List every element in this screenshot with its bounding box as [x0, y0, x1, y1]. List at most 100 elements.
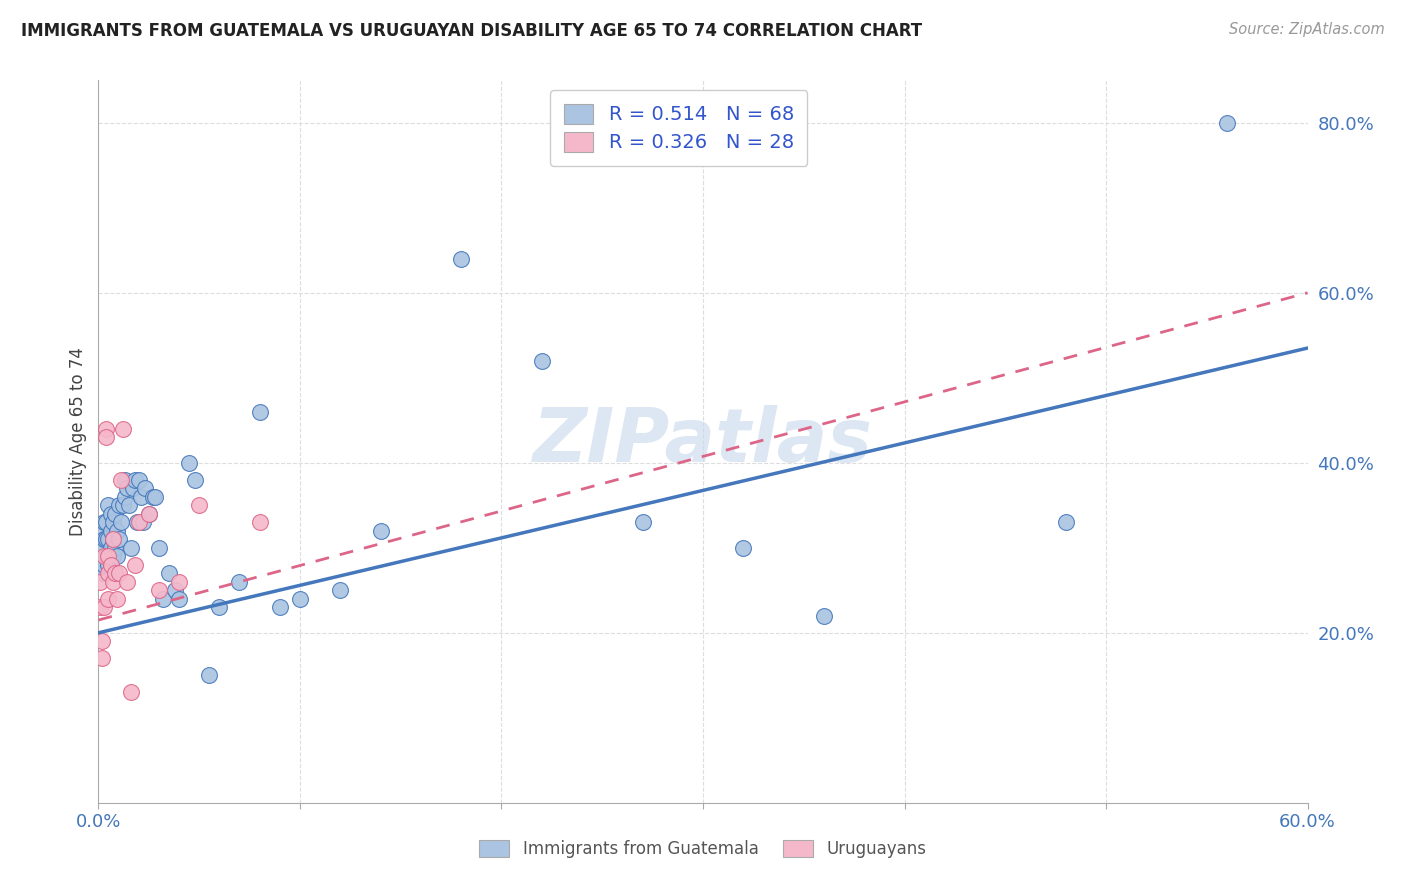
Point	[124, 558, 146, 572]
Point	[329, 583, 352, 598]
Point	[114, 490, 136, 504]
Point	[1054, 516, 1077, 530]
Point	[128, 473, 150, 487]
Point	[96, 422, 118, 436]
Point	[179, 456, 201, 470]
Point	[138, 507, 160, 521]
Point	[93, 558, 115, 572]
Point	[101, 516, 124, 530]
Point	[93, 541, 115, 555]
Legend: Immigrants from Guatemala, Uruguayans: Immigrants from Guatemala, Uruguayans	[471, 832, 935, 867]
Point	[97, 498, 120, 512]
Point	[91, 524, 114, 538]
Point	[115, 481, 138, 495]
Point	[813, 608, 835, 623]
Point	[100, 524, 122, 538]
Point	[103, 566, 125, 581]
Point	[91, 634, 114, 648]
Point	[110, 516, 132, 530]
Point	[125, 516, 148, 530]
Point	[132, 516, 155, 530]
Point	[269, 600, 291, 615]
Point	[93, 516, 115, 530]
Point	[733, 541, 755, 555]
Point	[631, 516, 654, 530]
Point	[89, 541, 111, 555]
Point	[249, 405, 271, 419]
Point	[91, 651, 114, 665]
Point	[134, 481, 156, 495]
Point	[157, 566, 180, 581]
Point	[129, 490, 152, 504]
Point	[89, 574, 111, 589]
Point	[120, 685, 142, 699]
Point	[101, 574, 124, 589]
Point	[138, 507, 160, 521]
Point	[184, 473, 207, 487]
Point	[100, 541, 122, 555]
Y-axis label: Disability Age 65 to 74: Disability Age 65 to 74	[69, 347, 87, 536]
Point	[450, 252, 472, 266]
Point	[167, 574, 190, 589]
Point	[97, 549, 120, 564]
Point	[101, 549, 124, 564]
Point	[120, 541, 142, 555]
Point	[121, 481, 143, 495]
Point	[152, 591, 174, 606]
Point	[105, 524, 128, 538]
Point	[96, 549, 118, 564]
Point	[111, 498, 134, 512]
Point	[188, 498, 211, 512]
Point	[115, 574, 138, 589]
Text: Source: ZipAtlas.com: Source: ZipAtlas.com	[1229, 22, 1385, 37]
Point	[148, 583, 170, 598]
Point	[228, 574, 250, 589]
Point	[208, 600, 231, 615]
Point	[1216, 116, 1239, 130]
Point	[111, 422, 134, 436]
Point	[103, 541, 125, 555]
Point	[103, 507, 125, 521]
Point	[100, 507, 122, 521]
Point	[96, 533, 118, 547]
Point	[249, 516, 271, 530]
Point	[128, 516, 150, 530]
Point	[105, 591, 128, 606]
Point	[105, 549, 128, 564]
Point	[530, 353, 553, 368]
Point	[89, 558, 111, 572]
Point	[89, 600, 111, 615]
Point	[143, 490, 166, 504]
Point	[96, 516, 118, 530]
Point	[93, 533, 115, 547]
Point	[97, 549, 120, 564]
Point	[110, 473, 132, 487]
Point	[101, 533, 124, 547]
Point	[93, 600, 115, 615]
Point	[142, 490, 165, 504]
Point	[91, 566, 114, 581]
Point	[107, 498, 129, 512]
Point	[198, 668, 221, 682]
Text: IMMIGRANTS FROM GUATEMALA VS URUGUAYAN DISABILITY AGE 65 TO 74 CORRELATION CHART: IMMIGRANTS FROM GUATEMALA VS URUGUAYAN D…	[21, 22, 922, 40]
Point	[100, 558, 122, 572]
Point	[91, 541, 114, 555]
Point	[100, 558, 122, 572]
Point	[97, 558, 120, 572]
Point	[97, 591, 120, 606]
Point	[114, 473, 136, 487]
Point	[124, 473, 146, 487]
Point	[288, 591, 311, 606]
Point	[101, 533, 124, 547]
Point	[107, 533, 129, 547]
Point	[107, 566, 129, 581]
Point	[93, 549, 115, 564]
Point	[370, 524, 392, 538]
Point	[96, 430, 118, 444]
Text: ZIPatlas: ZIPatlas	[533, 405, 873, 478]
Point	[97, 533, 120, 547]
Point	[167, 591, 190, 606]
Point	[148, 541, 170, 555]
Point	[97, 566, 120, 581]
Point	[118, 498, 141, 512]
